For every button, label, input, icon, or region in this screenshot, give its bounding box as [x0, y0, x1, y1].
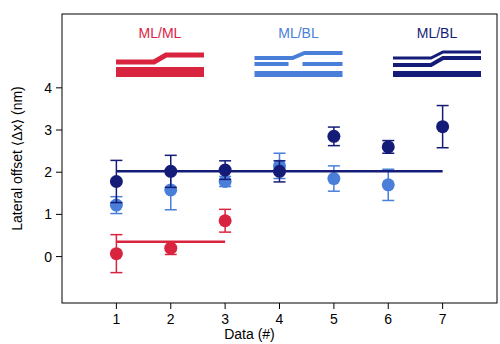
error-bar-cap [437, 147, 449, 149]
error-bar-cap [274, 181, 286, 183]
point [110, 175, 123, 188]
x-tick [333, 303, 334, 309]
x-tick [116, 303, 117, 309]
point [436, 120, 449, 133]
point [219, 164, 232, 177]
error-bar-cap [219, 179, 231, 181]
error-bar-cap [328, 165, 340, 167]
legend-label: ML/BL [278, 25, 319, 41]
y-tick [56, 214, 62, 215]
error-bar-cap [165, 209, 177, 211]
error-bar-cap [382, 169, 394, 171]
point [327, 130, 340, 143]
y-tick [56, 172, 62, 173]
x-tick-label: 1 [112, 311, 120, 327]
y-tick-label: 0 [44, 249, 52, 265]
error-bar [110, 160, 122, 202]
error-bar-cap [110, 272, 122, 274]
x-tick [388, 303, 389, 309]
error-bar-cap [165, 187, 177, 189]
legend-item: ML/ML [116, 25, 204, 77]
error-bar [328, 127, 340, 146]
error-bar-cap [219, 209, 231, 211]
chart: 0 1 2 3 4 1 2 3 4 5 6 7 Data (#) Lateral offset ⟨Δx⟩ … [0, 0, 500, 344]
fit-line [116, 170, 442, 173]
error-bar-cap [328, 126, 340, 128]
legend-icon-layer [393, 52, 481, 58]
error-bar [110, 235, 122, 273]
error-bar [382, 169, 394, 200]
error-bar-cap [110, 202, 122, 204]
y-axis-label: Lateral offset ⟨Δx⟩ (nm) [9, 86, 25, 231]
legend-icon-layer [116, 55, 204, 62]
point [382, 178, 395, 191]
x-axis-label: Data (#) [224, 326, 275, 342]
legend-icon-layer [116, 67, 204, 77]
point [110, 247, 123, 260]
error-bar [328, 166, 340, 191]
plot-marks [110, 106, 449, 273]
x-tick-label: 7 [439, 311, 447, 327]
x-tick [225, 303, 226, 309]
point [327, 172, 340, 185]
plot-frame [62, 14, 497, 303]
legend-label: ML/ML [139, 25, 182, 41]
error-bar-cap [219, 160, 231, 162]
legend-icon-layer [393, 71, 481, 77]
error-bar [219, 209, 231, 232]
legend-item: ML/BL [393, 25, 481, 77]
error-bar-cap [328, 145, 340, 147]
error-bar [437, 106, 449, 148]
y-tick [56, 87, 62, 88]
x-tick [442, 303, 443, 309]
x-tick [279, 303, 280, 309]
legend-item: ML/BL [255, 25, 343, 77]
error-bar-cap [274, 160, 286, 162]
error-bar-cap [110, 160, 122, 162]
error-bar-cap [382, 200, 394, 202]
y-tick [56, 130, 62, 131]
point [382, 140, 395, 153]
error-bar [274, 153, 286, 178]
x-tick-label: 6 [384, 311, 392, 327]
y-tick [56, 256, 62, 257]
point [219, 214, 232, 227]
y-tick-label: 3 [44, 122, 52, 138]
x-tick-label: 3 [221, 311, 229, 327]
error-bar-cap [110, 234, 122, 236]
fit-line [116, 241, 225, 244]
x-tick-label: 4 [276, 311, 284, 327]
legend-label: ML/BL [417, 25, 458, 41]
error-bar [382, 141, 394, 154]
error-bar-cap [274, 152, 286, 154]
point [164, 242, 177, 255]
error-bar-cap [165, 155, 177, 157]
legend-icon-layer [255, 62, 343, 66]
y-tick-label: 2 [44, 164, 52, 180]
y-tick-label: 1 [44, 206, 52, 222]
x-tick-label: 5 [330, 311, 338, 327]
error-bar-cap [219, 231, 231, 233]
x-tick-label: 2 [167, 311, 175, 327]
error-bar [219, 161, 231, 180]
x-tick [170, 303, 171, 309]
error-bar-cap [110, 213, 122, 215]
legend-icon-layer [255, 53, 343, 58]
legend-icon-layer [255, 71, 343, 77]
error-bar-cap [328, 190, 340, 192]
error-bar [165, 242, 177, 255]
error-bar-cap [437, 105, 449, 107]
y-tick-label: 4 [44, 80, 52, 96]
